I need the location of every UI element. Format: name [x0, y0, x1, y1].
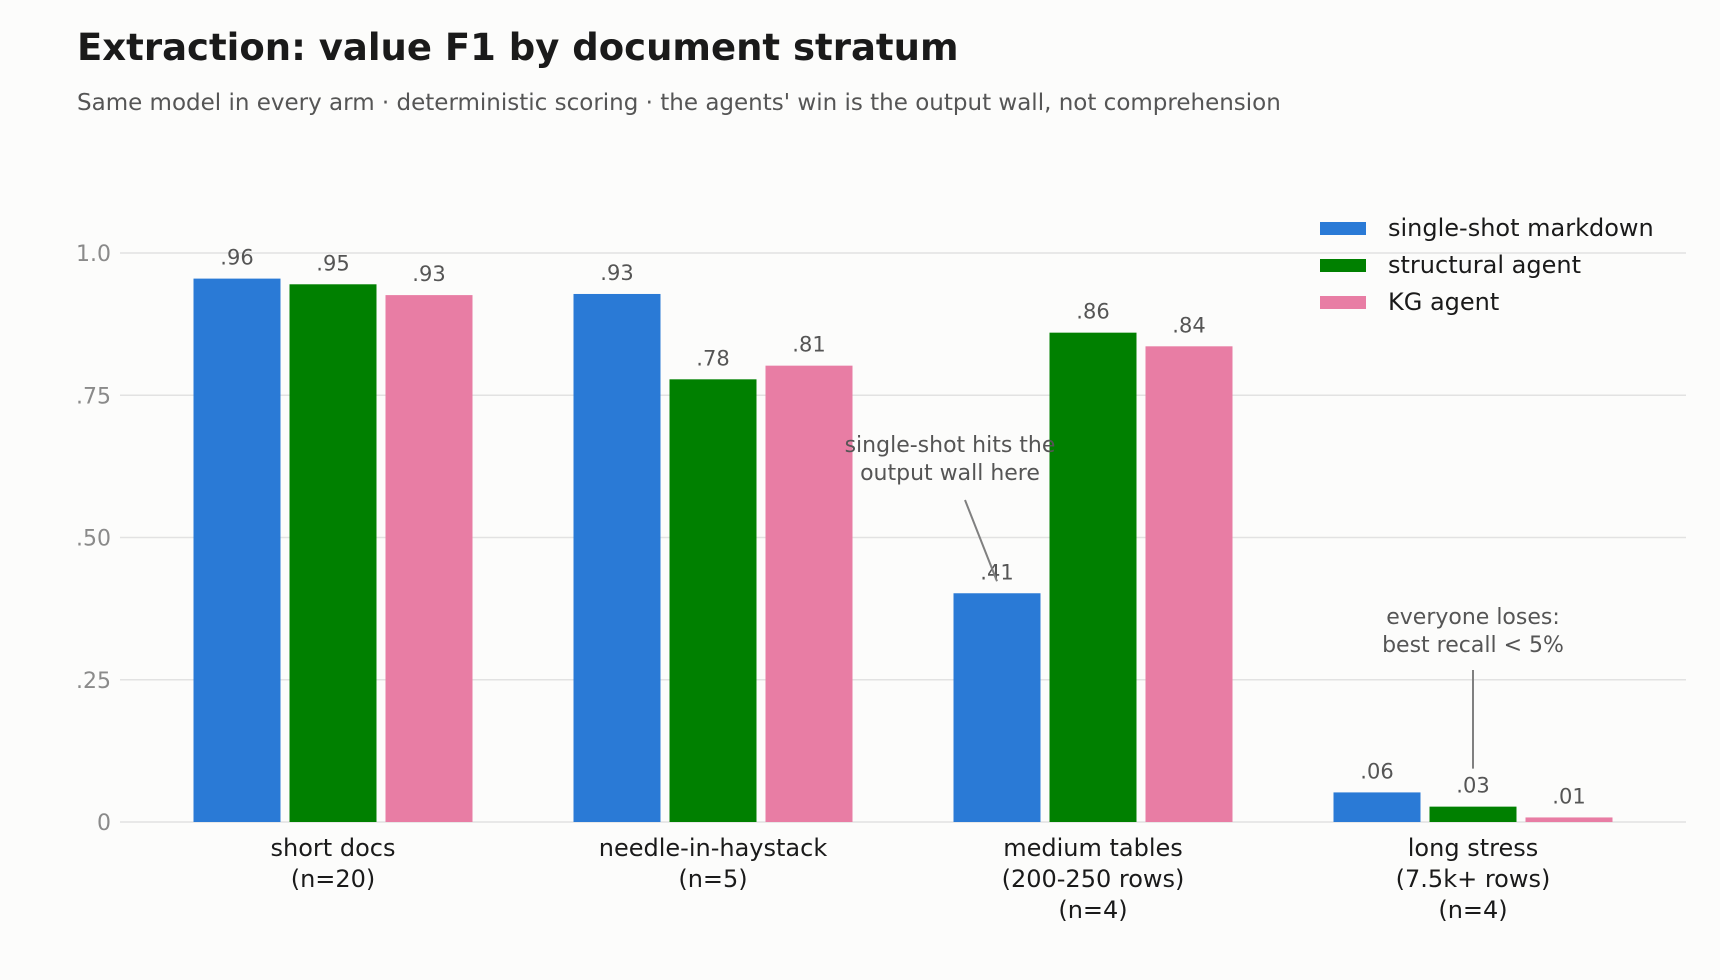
annotation-text: single-shot hits the — [845, 433, 1056, 458]
y-tick-label: 0 — [97, 811, 111, 836]
x-category-label: (n=4) — [1438, 896, 1507, 924]
chart-title: Extraction: value F1 by document stratum — [77, 26, 959, 69]
x-category-label: long stress — [1408, 834, 1538, 862]
bar-value-label: .81 — [792, 333, 825, 357]
bar — [289, 284, 377, 822]
bar — [1525, 817, 1613, 822]
bar-value-label: .84 — [1172, 313, 1205, 337]
annotation-text: best recall < 5% — [1382, 633, 1564, 658]
bar — [385, 295, 473, 823]
bars — [193, 278, 1613, 823]
x-category-label: (n=20) — [291, 865, 376, 893]
x-category-label: (7.5k+ rows) — [1396, 865, 1551, 893]
x-category-label: (200-250 rows) — [1002, 865, 1185, 893]
x-category-label: (n=5) — [678, 865, 747, 893]
chart-subtitle: Same model in every arm · deterministic … — [77, 90, 1281, 116]
annotation-text: output wall here — [860, 461, 1040, 486]
annotation-text: everyone loses: — [1386, 605, 1560, 630]
x-category-label: short docs — [271, 834, 396, 862]
annotation-arrow — [964, 499, 998, 582]
bar — [1049, 332, 1137, 822]
annotations: single-shot hits the output wall here ever… — [845, 433, 1564, 769]
legend-swatch — [1320, 222, 1366, 235]
bar-value-label: .93 — [412, 262, 445, 286]
legend-label: KG agent — [1388, 288, 1499, 316]
y-tick-label: 1.0 — [76, 242, 111, 267]
bar — [765, 365, 853, 822]
bar — [193, 278, 281, 823]
legend-swatch — [1320, 259, 1366, 272]
y-tick-label: .50 — [76, 527, 111, 552]
bar — [953, 593, 1041, 822]
bar — [1145, 346, 1233, 822]
bar-value-label: .78 — [696, 346, 729, 370]
y-tick-label: .75 — [76, 384, 111, 409]
bar-value-label: .01 — [1552, 784, 1585, 808]
legend-label: single-shot markdown — [1388, 214, 1654, 242]
bar-value-label: .06 — [1360, 759, 1393, 783]
grid-lines — [120, 252, 1686, 823]
x-category-label: needle-in-haystack — [599, 834, 828, 862]
bar-value-label: .93 — [600, 261, 633, 285]
axis-labels: 0 .25 .50 .75 1.0 short docs (n=20) needle-in-h… — [76, 242, 1550, 924]
value-labels: .96.93.41.06.95.78.86.03.93.81.84.01 — [220, 246, 1585, 809]
bar-value-label: .95 — [316, 251, 349, 275]
bar-value-label: .86 — [1076, 300, 1109, 324]
bar — [1333, 792, 1421, 822]
x-category-label: medium tables — [1003, 834, 1183, 862]
x-category-label: (n=4) — [1058, 896, 1127, 924]
bar — [573, 293, 661, 822]
legend-swatch — [1320, 296, 1366, 309]
legend: single-shot markdown structural agent KG a… — [1320, 214, 1654, 316]
legend-label: structural agent — [1388, 251, 1581, 279]
y-tick-label: .25 — [76, 669, 111, 694]
bar-value-label: .03 — [1456, 774, 1489, 798]
bar — [1429, 806, 1517, 822]
bar-value-label: .96 — [220, 246, 253, 270]
bar — [669, 379, 757, 822]
